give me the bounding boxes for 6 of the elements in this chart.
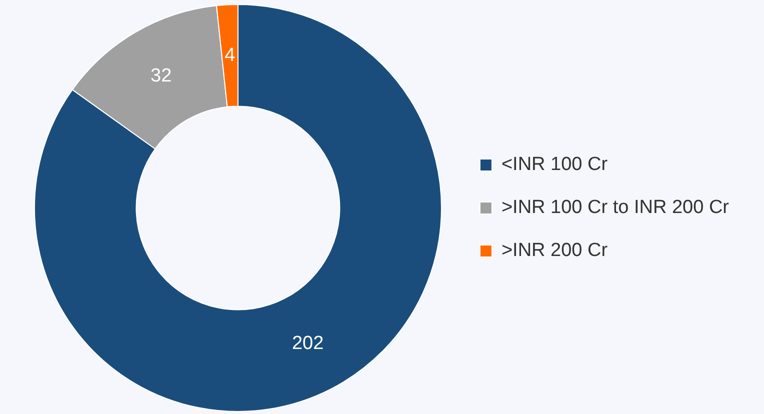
data-label: 4 <box>224 44 236 66</box>
legend-label: <INR 100 Cr <box>501 154 608 176</box>
data-label: 32 <box>150 65 172 86</box>
data-label: 202 <box>292 332 324 354</box>
legend-label: >INR 200 Cr <box>501 240 608 262</box>
legend-label: >INR 100 Cr to INR 200 Cr <box>501 197 730 218</box>
